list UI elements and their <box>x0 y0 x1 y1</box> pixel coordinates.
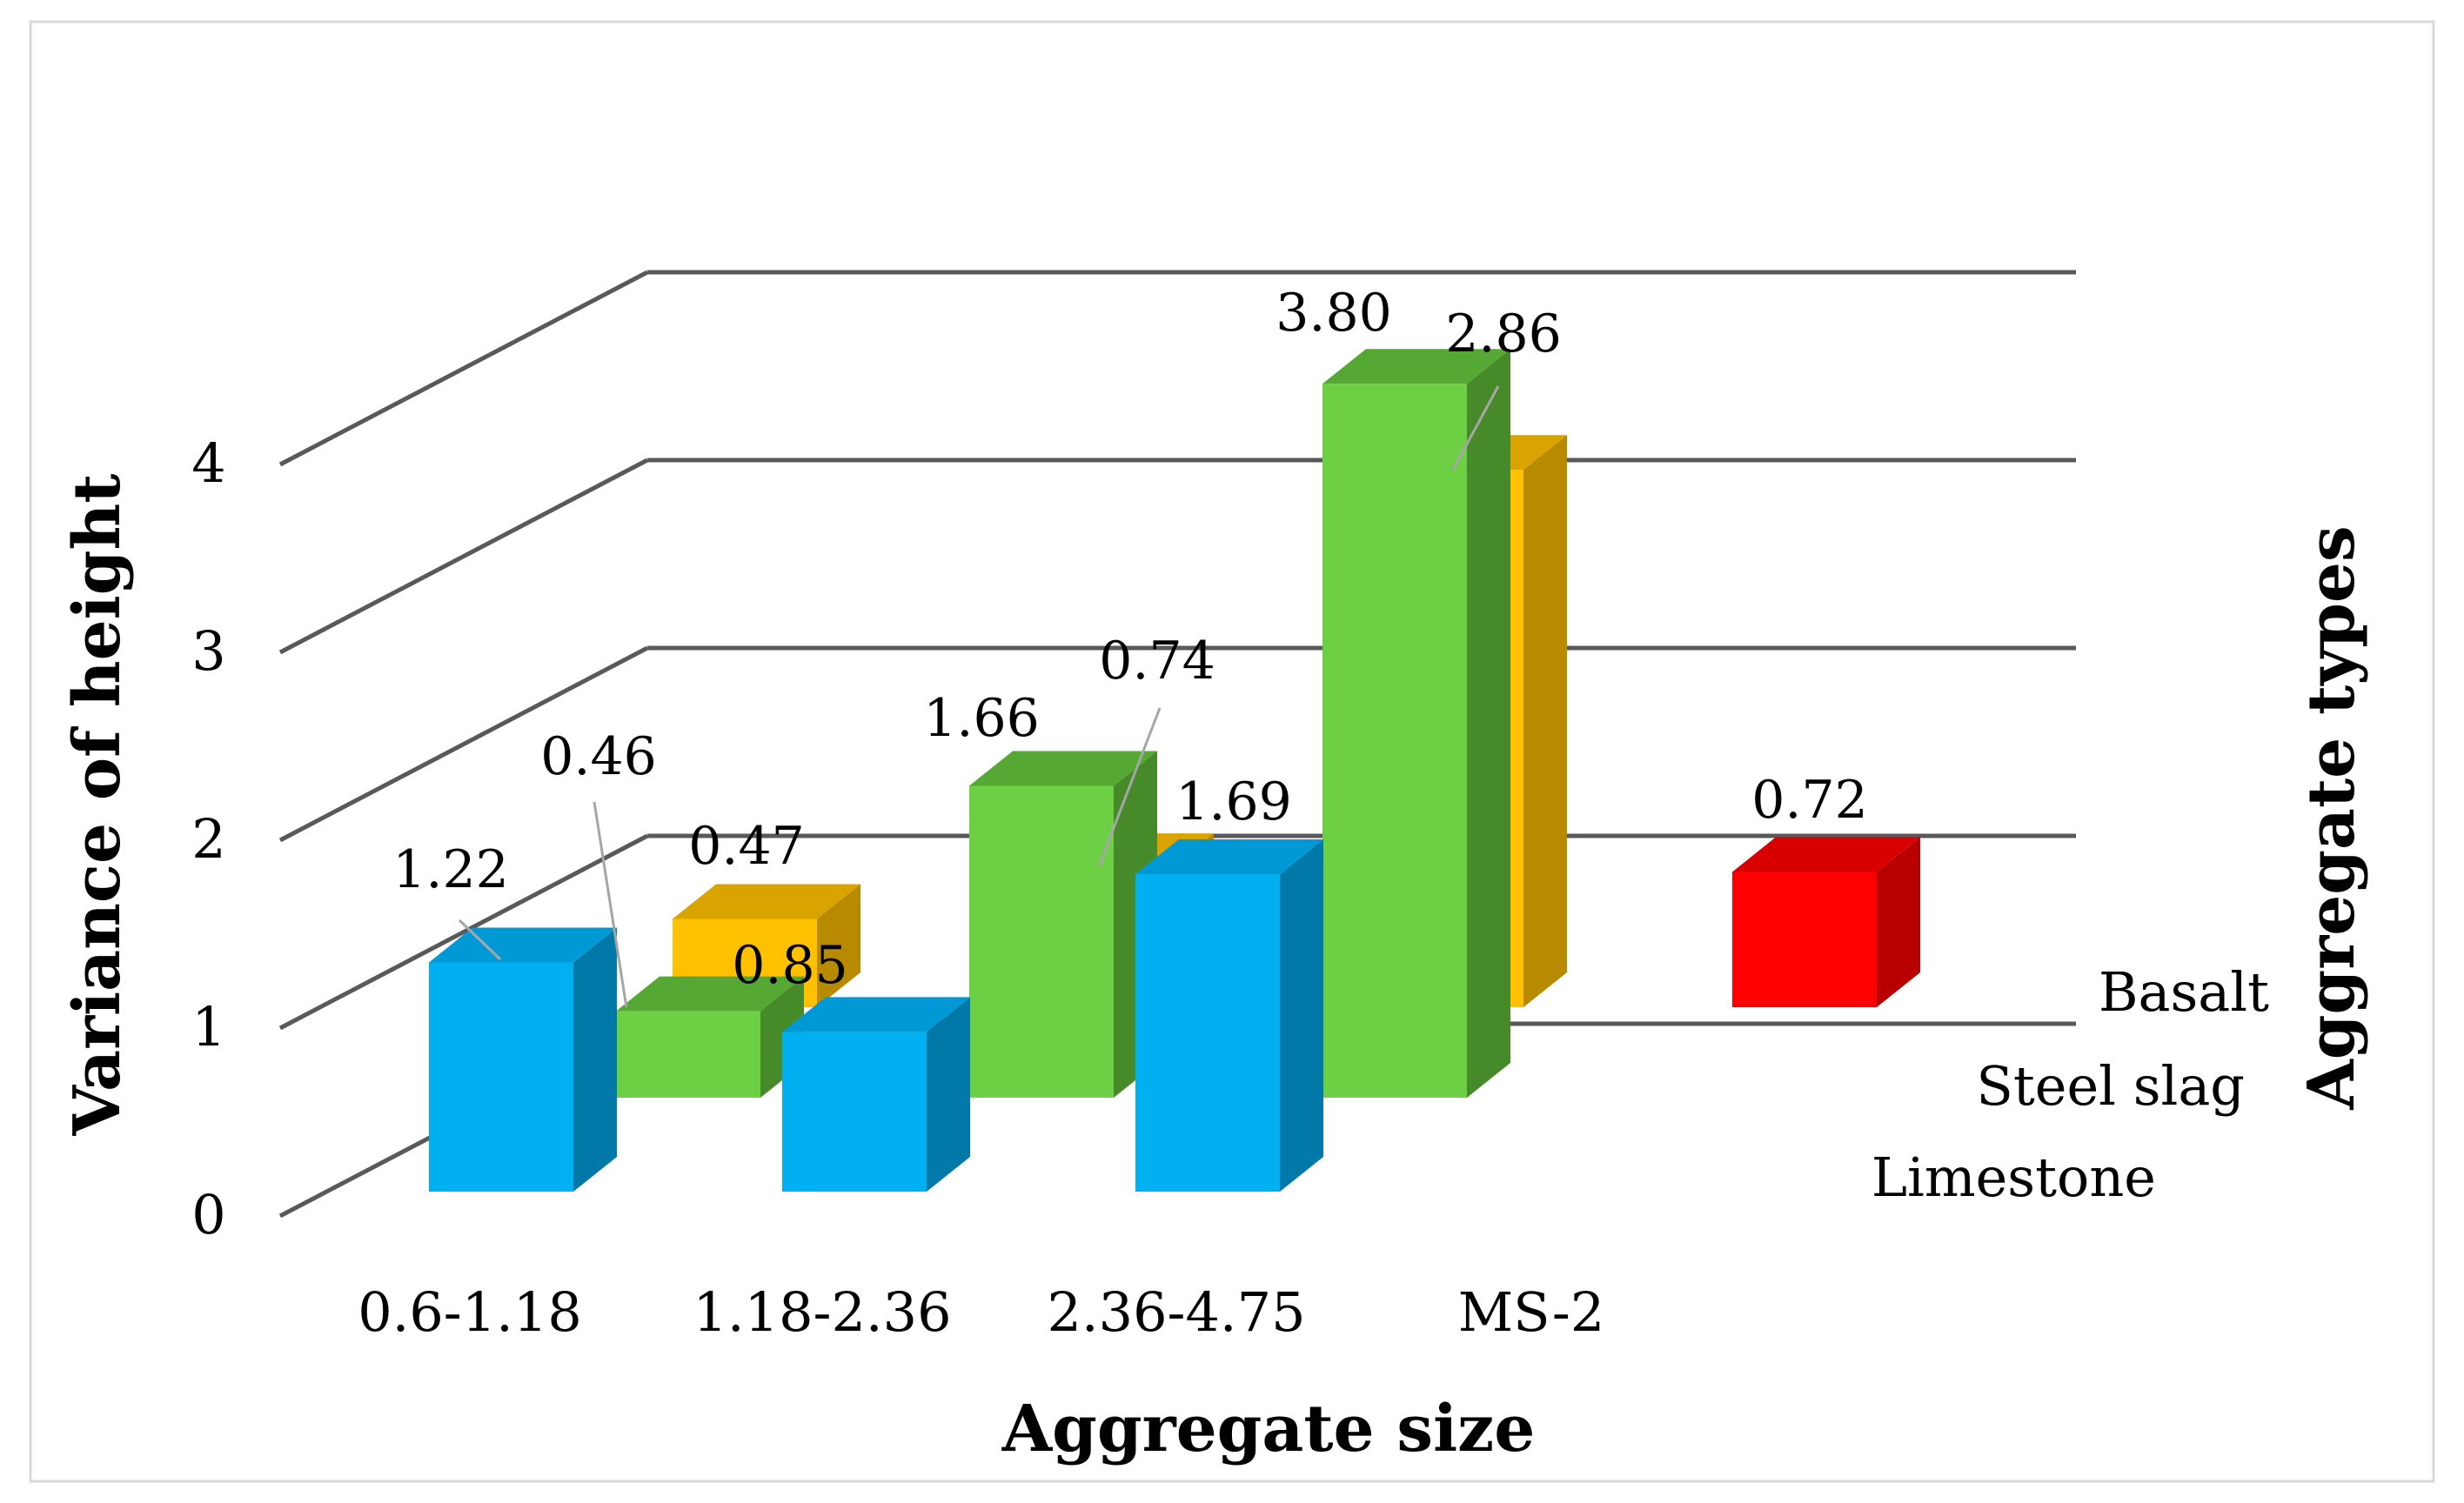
chart-frame <box>29 20 2435 1483</box>
bar-side <box>1523 435 1567 1007</box>
bar-steel-slag-2 <box>1322 349 1510 1098</box>
x-tick-label: 2.36-4.75 <box>1047 1280 1305 1344</box>
data-label-leader <box>1451 385 1500 471</box>
x-tick-label: 1.18-2.36 <box>693 1280 951 1344</box>
data-label: 1.69 <box>1175 772 1292 832</box>
bar-limestone-1 <box>782 997 970 1192</box>
x-axis: 0.6-1.18 1.18-2.36 2.36-4.75 MS-2 <box>358 1280 1604 1344</box>
data-labels: 1.22 0.85 1.69 0.46 1.66 3.80 0.47 0.74 2.86 0.72 <box>392 283 1868 1008</box>
depth-axis-label: Limestone <box>1871 1146 2156 1209</box>
bar-front <box>1135 873 1280 1192</box>
bar-front <box>1322 384 1467 1098</box>
y-tick-label: 4 <box>191 431 225 495</box>
bar-top <box>1135 838 1323 874</box>
bar-front <box>1732 872 1877 1007</box>
bars <box>429 349 1920 1192</box>
data-label: 1.22 <box>392 839 509 900</box>
bar-steel-slag-1 <box>969 751 1157 1098</box>
y-axis: 0 1 2 3 4 <box>191 431 225 1246</box>
bar-top <box>1322 349 1510 384</box>
bar-basalt-3 <box>1732 837 1920 1007</box>
gridline-side <box>278 270 649 467</box>
depth-axis-label: Basalt <box>2099 960 2269 1024</box>
bar-side <box>573 927 617 1192</box>
x-axis-title: Aggregate size <box>1001 1392 1536 1466</box>
gridline-side <box>278 645 649 843</box>
bar-top <box>969 751 1157 786</box>
bar-side <box>1280 838 1323 1192</box>
y-tick-label: 0 <box>191 1183 225 1246</box>
bar-front <box>616 1011 760 1098</box>
data-label: 0.46 <box>540 726 657 787</box>
data-label-leader <box>458 918 502 961</box>
data-label: 0.85 <box>732 935 848 996</box>
data-label: 1.66 <box>923 688 1040 749</box>
bar-side <box>1467 349 1510 1098</box>
x-tick-label: MS-2 <box>1458 1280 1605 1344</box>
data-label: 0.72 <box>1751 770 1868 831</box>
bar-front <box>429 962 573 1192</box>
data-label: 0.74 <box>1099 631 1215 691</box>
bar-side <box>927 997 970 1192</box>
bar-front <box>969 785 1114 1098</box>
bar-top <box>782 997 970 1032</box>
depth-axis-label: Steel slag <box>1976 1054 2245 1118</box>
bar-top <box>1732 837 1920 872</box>
depth-axis: Limestone Steel slag Basalt <box>1871 960 2269 1209</box>
y-axis-title: Variance of height <box>60 474 135 1137</box>
y-tick-label: 1 <box>191 995 225 1059</box>
bar-limestone-0 <box>429 927 617 1192</box>
bar-top <box>673 884 860 919</box>
bar-side <box>817 884 860 1007</box>
x-tick-label: 0.6-1.18 <box>358 1280 582 1344</box>
y-tick-label: 2 <box>191 807 225 871</box>
bar-side <box>1877 837 1920 1007</box>
gridline-side <box>278 833 649 1031</box>
data-label: 2.86 <box>1445 304 1562 364</box>
data-label-leader <box>593 801 628 1008</box>
data-label: 0.47 <box>688 816 805 877</box>
data-label: 3.80 <box>1276 283 1392 344</box>
gridline-side <box>278 458 649 655</box>
data-label-leader <box>1097 707 1162 867</box>
bar-front <box>782 1032 927 1192</box>
depth-axis-title: Aggregate types <box>2294 525 2369 1110</box>
y-tick-label: 3 <box>191 619 225 683</box>
bar-limestone-2 <box>1135 838 1323 1192</box>
bar-top <box>616 976 804 1012</box>
